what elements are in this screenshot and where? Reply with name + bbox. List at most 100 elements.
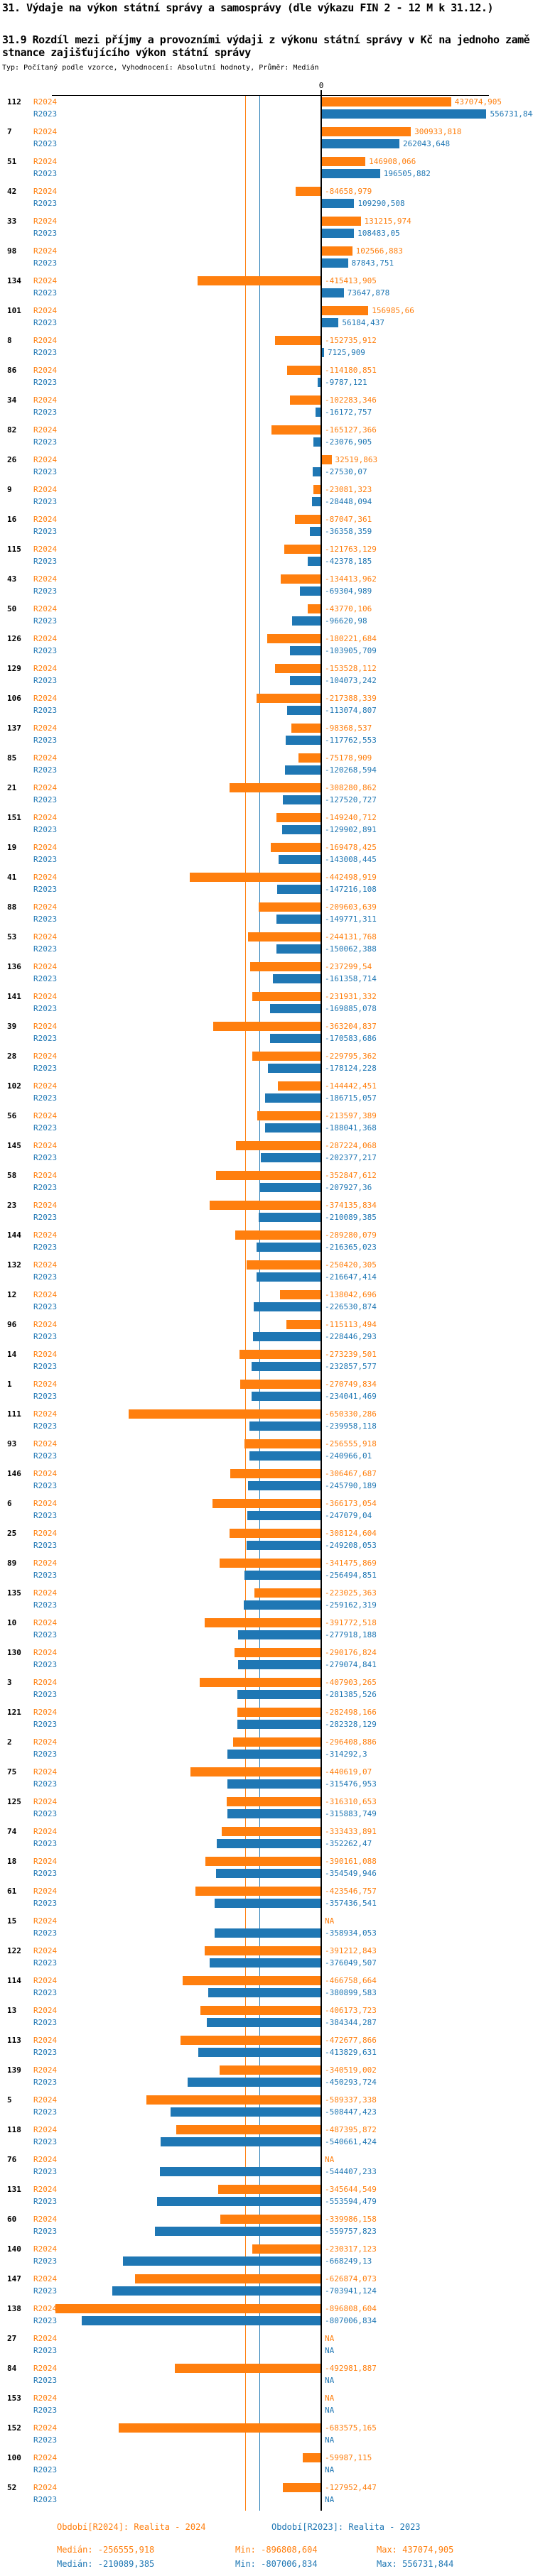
value-label-r2023: -228446,293 [325, 1332, 377, 1341]
value-label-r2023: -226530,874 [325, 1302, 377, 1311]
value-label-r2023: -559757,823 [325, 2227, 377, 2236]
bar-r2023 [214, 1928, 321, 1938]
bar-r2023 [260, 1153, 321, 1162]
series-label-r2023: R2023 [33, 2495, 58, 2504]
bar-r2024 [118, 2423, 321, 2433]
series-label-r2023: R2023 [33, 1720, 58, 1729]
value-label-r2023: -508447,423 [325, 2107, 377, 2117]
value-label-r2023: -36358,359 [325, 527, 372, 536]
bar-r2023 [291, 616, 321, 626]
series-label-r2023: R2023 [33, 1600, 58, 1610]
value-label-r2023: -358934,053 [325, 1928, 377, 1938]
row-id-label: 76 [7, 2155, 17, 2164]
value-label-r2023: -207927,36 [325, 1183, 372, 1192]
value-label-r2023: NA [325, 2435, 335, 2445]
value-label-r2023: -27530,07 [325, 467, 367, 476]
row-id-label: 16 [7, 515, 17, 524]
value-label-r2024: -127952,447 [325, 2483, 377, 2492]
value-label-r2024: -289280,079 [325, 1230, 377, 1240]
series-label-r2023: R2023 [33, 378, 58, 387]
series-label-r2023: R2023 [33, 2465, 58, 2474]
series-label-r2024: R2024 [33, 455, 58, 464]
series-label-r2024: R2024 [33, 1588, 58, 1598]
footer-median-r2023: Medián: -210089,385 [57, 2559, 155, 2569]
bar-r2023 [112, 2286, 321, 2296]
value-label-r2023: -103905,709 [325, 646, 377, 655]
series-label-r2023: R2023 [33, 527, 58, 536]
row-id-label: 113 [7, 2036, 21, 2045]
series-label-r2024: R2024 [33, 1171, 58, 1180]
row-id-label: 58 [7, 1171, 17, 1180]
series-label-r2023: R2023 [33, 1213, 58, 1222]
series-label-r2023: R2023 [33, 1064, 58, 1073]
series-label-r2023: R2023 [33, 1779, 58, 1789]
value-label-r2024: -339986,158 [325, 2215, 377, 2224]
series-label-r2024: R2024 [33, 1260, 58, 1270]
bar-r2024 [220, 2065, 321, 2075]
row-id-label: 96 [7, 1320, 17, 1329]
bar-r2023 [249, 1451, 321, 1461]
series-label-r2023: R2023 [33, 1988, 58, 1997]
value-label-r2023: -380899,583 [325, 1988, 377, 1997]
series-label-r2024: R2024 [33, 2095, 58, 2105]
footer-period-r2023: Období[R2023]: Realita - 2023 [271, 2522, 421, 2532]
value-label-r2024: -23081,323 [325, 485, 372, 494]
bar-r2024 [279, 1290, 321, 1299]
value-label-r2023: -170583,686 [325, 1034, 377, 1043]
value-label-r2024: NA [325, 2155, 335, 2164]
series-label-r2024: R2024 [33, 2334, 58, 2343]
series-label-r2023: R2023 [33, 2316, 58, 2325]
value-label-r2024: -287224,068 [325, 1141, 377, 1150]
footer-max-r2023: Max: 556731,844 [377, 2559, 454, 2569]
series-label-r2024: R2024 [33, 902, 58, 912]
row-id-label: 129 [7, 664, 21, 673]
bar-r2023 [276, 915, 321, 924]
bar-r2024 [286, 366, 321, 375]
series-label-r2024: R2024 [33, 2304, 58, 2313]
row-id-label: 14 [7, 1350, 17, 1359]
series-label-r2024: R2024 [33, 1052, 58, 1061]
bar-r2024 [210, 1201, 321, 1210]
series-label-r2023: R2023 [33, 676, 58, 685]
row-id-label: 33 [7, 217, 17, 226]
row-id-label: 141 [7, 992, 21, 1001]
value-label-r2024: 437074,905 [454, 97, 502, 107]
row-id-label: 74 [7, 1827, 17, 1836]
page-title: 31. Výdaje na výkon státní správy a samo… [2, 1, 494, 14]
value-label-r2023: -143008,445 [325, 855, 377, 864]
value-label-r2023: -120268,594 [325, 765, 377, 775]
series-label-r2023: R2023 [33, 1899, 58, 1908]
value-label-r2024: -345644,549 [325, 2185, 377, 2194]
value-label-r2024: NA [325, 2334, 335, 2343]
bar-r2024 [252, 2244, 321, 2254]
value-label-r2023: -807006,834 [325, 2316, 377, 2325]
value-label-r2023: -104073,242 [325, 676, 377, 685]
row-id-label: 144 [7, 1230, 21, 1240]
row-id-label: 136 [7, 962, 21, 971]
row-id-label: 42 [7, 187, 17, 196]
bar-r2024 [55, 2304, 321, 2313]
bar-r2024 [246, 1260, 321, 1270]
bar-r2023 [227, 1779, 321, 1789]
series-label-r2023: R2023 [33, 169, 58, 178]
value-label-r2024: -149240,712 [325, 813, 377, 822]
value-label-r2024: -466758,664 [325, 1976, 377, 1985]
bar-r2024 [235, 1230, 321, 1240]
value-label-r2024: NA [325, 2394, 335, 2403]
series-label-r2023: R2023 [33, 1809, 58, 1818]
footer-max-r2024: Max: 437074,905 [377, 2545, 454, 2555]
value-label-r2024: 156985,66 [372, 306, 414, 315]
series-label-r2024: R2024 [33, 1111, 58, 1120]
series-label-r2024: R2024 [33, 604, 58, 613]
bar-r2024 [182, 1976, 321, 1985]
value-label-r2023: -315476,953 [325, 1779, 377, 1789]
footer-median-r2024: Medián: -256555,918 [57, 2545, 155, 2555]
value-label-r2024: -144442,451 [325, 1081, 377, 1091]
series-label-r2023: R2023 [33, 825, 58, 834]
value-label-r2024: -440619,07 [325, 1767, 372, 1777]
bar-r2023 [237, 1690, 321, 1699]
row-id-label: 98 [7, 246, 17, 256]
series-label-r2023: R2023 [33, 765, 58, 775]
value-label-r2024: -472677,866 [325, 2036, 377, 2045]
